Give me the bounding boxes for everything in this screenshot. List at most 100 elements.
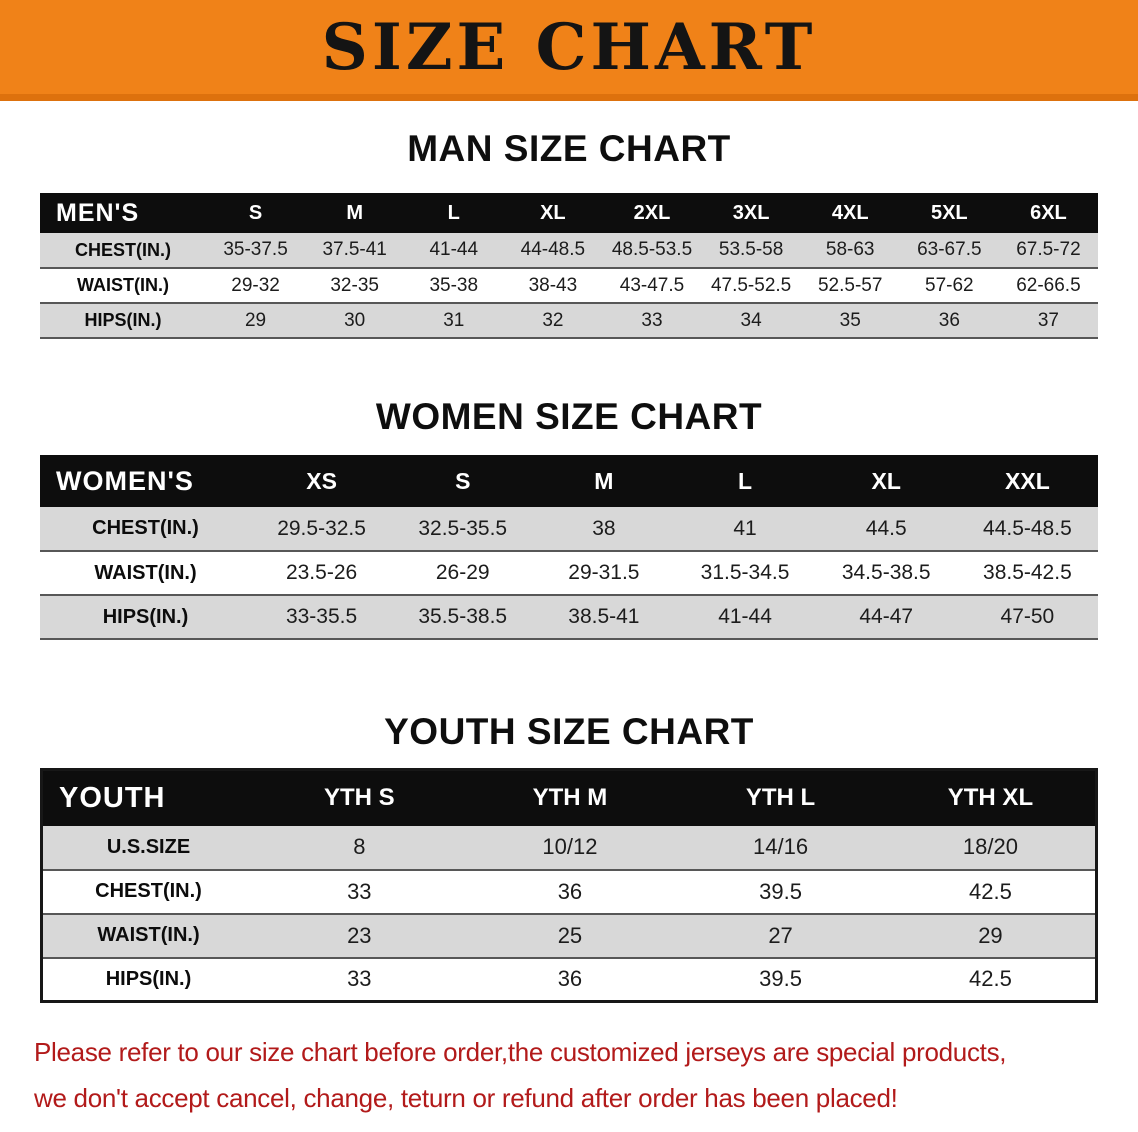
table-cell: 31 bbox=[443, 309, 465, 331]
youth-col-l: YTH L bbox=[745, 784, 816, 812]
men-section: MAN SIZE CHART MEN'S S M L XL 2XL 3XL 4X… bbox=[0, 127, 1138, 339]
men-col-m: M bbox=[346, 201, 363, 224]
table-cell: 38.5-42.5 bbox=[983, 561, 1072, 584]
men-col-5xl: 5XL bbox=[930, 201, 968, 224]
women-chest-row: CHEST(IN.) 29.5-32.5 32.5-35.5 38 41 44.… bbox=[40, 507, 1098, 551]
men-corner-label: MEN'S bbox=[56, 198, 140, 227]
table-cell: 44-47 bbox=[859, 605, 914, 628]
table-cell: 62-66.5 bbox=[1016, 274, 1081, 296]
row-label: HIPS(IN.) bbox=[102, 605, 189, 628]
table-cell: 38 bbox=[592, 516, 616, 540]
row-label: WAIST(IN.) bbox=[97, 924, 200, 946]
table-cell: 18/20 bbox=[962, 834, 1018, 859]
table-cell: 57-62 bbox=[925, 274, 974, 296]
table-cell: 35.5-38.5 bbox=[418, 605, 508, 628]
men-col-s: S bbox=[248, 201, 263, 224]
table-cell: 63-67.5 bbox=[917, 239, 982, 260]
men-col-4xl: 4XL bbox=[831, 201, 869, 224]
women-section-heading: WOMEN SIZE CHART bbox=[375, 396, 763, 437]
youth-waist-row: WAIST(IN.) 23 25 27 29 bbox=[41, 913, 1097, 958]
row-label: CHEST(IN.) bbox=[95, 880, 202, 902]
table-cell: 35-37.5 bbox=[223, 239, 288, 260]
table-cell: 43-47.5 bbox=[619, 274, 685, 296]
table-cell: 30 bbox=[344, 309, 366, 331]
table-cell: 32 bbox=[542, 309, 564, 331]
table-cell: 33 bbox=[641, 309, 663, 331]
women-size-table: WOMEN'S XS S M L XL XXL CHEST(IN.) 29.5-… bbox=[40, 455, 1098, 640]
table-cell: 8 bbox=[353, 834, 366, 859]
table-cell: 58-63 bbox=[825, 239, 875, 260]
table-cell: 32-35 bbox=[330, 274, 379, 296]
youth-section: YOUTH SIZE CHART YOUTH YTH S YTH M YTH L… bbox=[0, 710, 1138, 1003]
youth-col-s: YTH S bbox=[323, 784, 395, 812]
table-cell: 35-38 bbox=[429, 274, 479, 296]
table-cell: 35 bbox=[839, 309, 861, 331]
table-cell: 31.5-34.5 bbox=[700, 561, 790, 584]
size-chart-banner: SIZE CHART bbox=[0, 0, 1138, 101]
row-label: CHEST(IN.) bbox=[92, 517, 199, 539]
table-cell: 29-31.5 bbox=[568, 561, 640, 584]
women-waist-row: WAIST(IN.) 23.5-26 26-29 29-31.5 31.5-34… bbox=[40, 551, 1098, 595]
youth-chest-row: CHEST(IN.) 33 36 39.5 42.5 bbox=[41, 870, 1097, 914]
table-cell: 42.5 bbox=[969, 966, 1012, 992]
table-cell: 39.5 bbox=[759, 966, 802, 992]
page-title: SIZE CHART bbox=[321, 9, 817, 85]
table-cell: 29-32 bbox=[231, 274, 280, 296]
table-cell: 67.5-72 bbox=[1016, 239, 1081, 260]
table-cell: 33 bbox=[347, 966, 372, 992]
table-cell: 25 bbox=[557, 922, 583, 948]
men-header-row: MEN'S S M L XL 2XL 3XL 4XL 5XL 6XL bbox=[40, 193, 1098, 233]
youth-section-heading: YOUTH SIZE CHART bbox=[384, 711, 754, 752]
women-col-m: M bbox=[594, 467, 614, 494]
men-col-l: L bbox=[447, 201, 460, 224]
footer-notice: Please refer to our size chart before or… bbox=[34, 1029, 1138, 1121]
row-label: WAIST(IN.) bbox=[77, 275, 169, 295]
row-label: U.S.SIZE bbox=[106, 835, 191, 858]
table-cell: 37 bbox=[1037, 309, 1059, 331]
youth-header-row: YOUTH YTH S YTH M YTH L YTH XL bbox=[41, 769, 1097, 826]
table-cell: 44-48.5 bbox=[520, 239, 586, 260]
table-cell: 29 bbox=[244, 309, 267, 331]
table-cell: 41-44 bbox=[718, 605, 772, 628]
men-waist-row: WAIST(IN.) 29-32 32-35 35-38 38-43 43-47… bbox=[40, 268, 1098, 303]
youth-corner-label: YOUTH bbox=[59, 781, 166, 814]
row-label: HIPS(IN.) bbox=[105, 967, 192, 990]
table-cell: 38.5-41 bbox=[568, 605, 640, 628]
table-cell: 41-44 bbox=[429, 239, 479, 260]
table-cell: 27 bbox=[768, 922, 793, 948]
women-col-xxl: XXL bbox=[1005, 467, 1050, 494]
table-cell: 52.5-57 bbox=[817, 274, 883, 296]
table-cell: 26-29 bbox=[435, 561, 490, 584]
table-cell: 42.5 bbox=[969, 878, 1012, 904]
table-cell: 38-43 bbox=[528, 274, 578, 296]
notice-line-2: we don't accept cancel, change, teturn o… bbox=[34, 1083, 898, 1113]
table-cell: 33 bbox=[347, 878, 372, 904]
table-cell: 37.5-41 bbox=[322, 239, 387, 260]
men-col-xl: XL bbox=[540, 201, 566, 224]
youth-hips-row: HIPS(IN.) 33 36 39.5 42.5 bbox=[41, 958, 1097, 1002]
men-chest-row: CHEST(IN.) 35-37.5 37.5-41 41-44 44-48.5… bbox=[40, 233, 1098, 268]
women-col-xl: XL bbox=[871, 467, 901, 494]
table-cell: 47.5-52.5 bbox=[710, 274, 792, 296]
table-cell: 23 bbox=[347, 922, 372, 948]
table-cell: 29.5-32.5 bbox=[277, 516, 366, 540]
table-cell: 44.5 bbox=[865, 516, 907, 540]
men-col-3xl: 3XL bbox=[732, 201, 770, 224]
table-cell: 41 bbox=[733, 516, 757, 540]
youth-col-xl: YTH XL bbox=[947, 784, 1034, 812]
row-label: CHEST(IN.) bbox=[75, 239, 171, 260]
table-cell: 48.5-53.5 bbox=[611, 239, 693, 260]
table-cell: 23.5-26 bbox=[285, 561, 358, 584]
table-cell: 44.5-48.5 bbox=[983, 516, 1072, 540]
table-cell: 34 bbox=[740, 309, 762, 331]
women-col-s: S bbox=[455, 467, 471, 494]
table-cell: 47-50 bbox=[1000, 605, 1055, 628]
table-cell: 36 bbox=[938, 309, 960, 331]
table-cell: 14/16 bbox=[753, 834, 809, 859]
women-corner-label: WOMEN'S bbox=[56, 465, 194, 496]
table-cell: 33-35.5 bbox=[285, 605, 358, 628]
table-cell: 10/12 bbox=[542, 834, 598, 859]
men-col-6xl: 6XL bbox=[1030, 201, 1067, 224]
table-cell: 36 bbox=[557, 878, 583, 904]
men-size-table: MEN'S S M L XL 2XL 3XL 4XL 5XL 6XL CHEST… bbox=[40, 193, 1098, 339]
